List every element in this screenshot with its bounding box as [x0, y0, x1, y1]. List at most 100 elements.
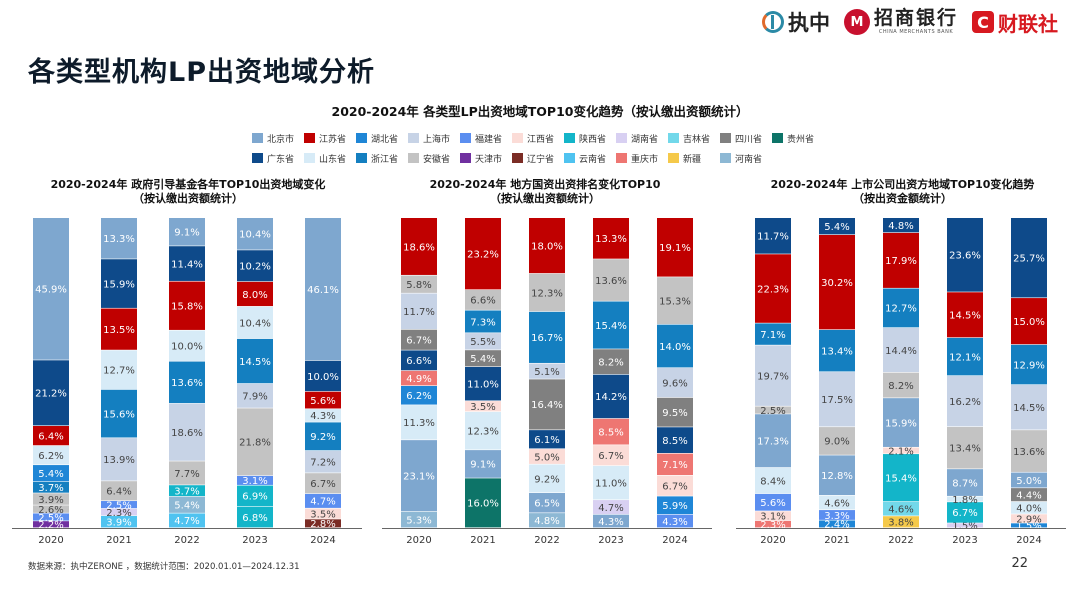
- legend-swatch: [408, 153, 419, 163]
- bar-data-label: 7.9%: [242, 392, 267, 403]
- bar-segment: [169, 513, 205, 528]
- legend-item: 北京市: [252, 132, 304, 145]
- bar-data-label: 13.6%: [595, 276, 627, 287]
- bar-segment: [101, 389, 137, 438]
- bar-data-label: 4.3%: [310, 411, 335, 422]
- bar-data-label: 10.0%: [307, 372, 339, 383]
- bar-segment: [947, 496, 983, 502]
- bar-segment: [657, 368, 693, 398]
- legend-label: 天津市: [475, 154, 503, 165]
- bar-segment: [33, 505, 69, 513]
- bar-segment: [657, 475, 693, 496]
- bar-data-label: 8.2%: [888, 381, 913, 392]
- chart-1-government-guidance-fund: 2.2%2.5%2.6%3.9%3.7%5.4%6.2%6.4%21.2%45.…: [12, 218, 362, 546]
- legend-label: 贵州省: [787, 134, 815, 145]
- bar-segment: [529, 513, 565, 528]
- x-axis-tick-label: 2023: [242, 535, 267, 546]
- bar-data-label: 6.5%: [534, 499, 559, 510]
- bar-segment: [947, 426, 983, 469]
- cls-logo-icon: C: [972, 11, 994, 33]
- bar-segment: [883, 288, 919, 328]
- bar-data-label: 13.5%: [103, 325, 135, 336]
- bar-data-label: 5.5%: [470, 337, 495, 348]
- chart-2-title: 2020-2024年 地方国资出资排名变化TOP10 （按认缴出资额统计）: [429, 178, 661, 205]
- legend-swatch: [668, 153, 679, 163]
- bar-segment: [593, 349, 629, 375]
- bar-data-label: 7.1%: [662, 460, 687, 471]
- bar-segment: [819, 495, 855, 510]
- bar-data-label: 6.8%: [242, 513, 267, 524]
- x-axis-tick-label: 2022: [888, 535, 913, 546]
- bar-segment: [819, 372, 855, 427]
- bar-data-label: 12.3%: [467, 427, 499, 438]
- bar-data-label: 17.3%: [757, 437, 789, 448]
- bar-segment: [401, 511, 437, 528]
- bar-segment: [465, 450, 501, 478]
- bar-data-label: 5.4%: [174, 501, 199, 512]
- bar-data-label: 6.9%: [242, 492, 267, 503]
- legend-label: 广东省: [267, 154, 295, 165]
- chart-legend: 北京市 江苏省 湖北省 上海市 福建省 江西省 陕西省 湖南省 吉林省 四川省 贵州省 广东省 山东省 浙…: [252, 128, 872, 168]
- legend-item: 浙江省: [356, 152, 408, 165]
- bar-segment: [593, 418, 629, 445]
- bar-data-label: 18.0%: [531, 241, 563, 252]
- bar-segment: [101, 218, 137, 259]
- bar-segment: [401, 350, 437, 371]
- bar-data-label: 15.6%: [103, 409, 135, 420]
- bar-data-label: 11.3%: [403, 418, 435, 429]
- legend-item: 新疆: [668, 152, 720, 165]
- legend-swatch: [616, 153, 627, 163]
- bar-data-label: 4.0%: [1016, 504, 1041, 515]
- bar-segment: [657, 496, 693, 515]
- legend-swatch: [252, 153, 263, 163]
- bar-segment: [169, 461, 205, 485]
- legend-label: 山东省: [319, 154, 347, 165]
- bar-data-label: 23.6%: [949, 251, 981, 262]
- bar-data-label: 12.7%: [103, 366, 135, 377]
- bar-segment: [657, 277, 693, 325]
- bar-data-label: 22.3%: [757, 284, 789, 295]
- legend-label: 江苏省: [319, 134, 347, 145]
- bar-data-label: 5.4%: [824, 222, 849, 233]
- bar-segment: [657, 453, 693, 476]
- bar-segment: [237, 506, 273, 528]
- x-axis-tick-label: 2020: [406, 535, 431, 546]
- bar-data-label: 14.0%: [659, 342, 691, 353]
- legend-label: 上海市: [423, 134, 451, 145]
- bar-segment: [101, 438, 137, 481]
- bar-data-label: 14.5%: [1013, 403, 1045, 414]
- legend-item: 上海市: [408, 132, 460, 145]
- bar-segment: [593, 445, 629, 466]
- legend-swatch: [668, 133, 679, 143]
- legend-swatch: [356, 153, 367, 163]
- bar-segment: [237, 218, 273, 250]
- bar-segment: [947, 469, 983, 496]
- bar-segment: [529, 493, 565, 513]
- legend-item: 河南省: [720, 152, 772, 165]
- bar-data-label: 8.2%: [598, 357, 623, 368]
- legend-label: 江西省: [527, 134, 555, 145]
- bar-data-label: 13.3%: [103, 234, 135, 245]
- bar-segment: [947, 502, 983, 523]
- bar-segment: [755, 254, 791, 323]
- bar-data-label: 6.4%: [106, 487, 131, 498]
- bar-data-label: 14.4%: [885, 346, 917, 357]
- bar-segment: [883, 327, 919, 373]
- x-axis-tick-label: 2024: [1016, 535, 1041, 546]
- bar-segment: [101, 501, 137, 509]
- bar-data-label: 5.4%: [38, 469, 63, 480]
- bar-segment: [657, 324, 693, 368]
- legend-label: 湖南省: [631, 134, 659, 145]
- bar-segment: [1011, 344, 1047, 385]
- bar-segment: [33, 445, 69, 465]
- bar-segment: [883, 454, 919, 502]
- bar-segment: [169, 218, 205, 246]
- bar-data-label: 1.5%: [952, 521, 977, 532]
- bar-data-label: 13.9%: [103, 455, 135, 466]
- bar-segment: [305, 218, 341, 361]
- bar-segment: [101, 259, 137, 308]
- bar-data-label: 6.6%: [406, 356, 431, 367]
- bar-segment: [529, 464, 565, 493]
- bar-data-label: 3.1%: [760, 512, 785, 523]
- bar-data-label: 3.9%: [106, 517, 131, 528]
